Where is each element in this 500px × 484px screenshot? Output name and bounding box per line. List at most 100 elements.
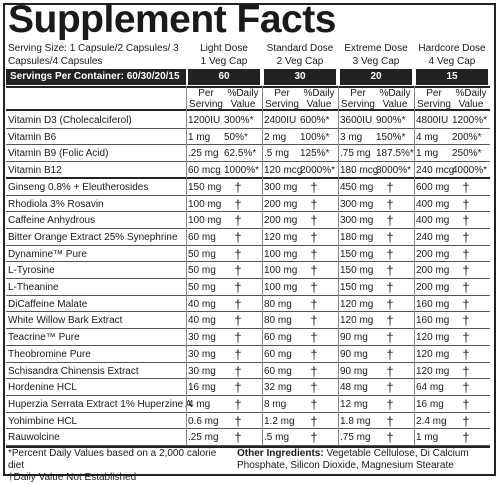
daily-value: 1000%* <box>224 165 260 177</box>
amount-per-serving: 90 mg <box>340 332 368 344</box>
dose-column-header: Standard Dose 2 Veg Cap <box>262 42 338 68</box>
ingredient-row: DiCaffeine Malate 40 mg † 80 mg † 120 mg † 160 … <box>6 295 490 315</box>
row-rule <box>6 411 490 413</box>
daily-value: 300%* <box>224 115 254 126</box>
row-rule <box>6 294 490 296</box>
dagger-mark: † <box>462 179 470 195</box>
servings-value: 20 <box>340 69 412 85</box>
amount-per-serving: 400 mg <box>416 198 450 210</box>
row-rule <box>6 144 490 146</box>
dagger-mark: † <box>234 330 242 346</box>
column-divider <box>414 86 415 445</box>
dagger-mark: † <box>310 179 318 195</box>
panel-title: Supplement Facts <box>8 0 336 41</box>
daily-value-header: %Daily Value <box>224 88 262 110</box>
dagger-mark: † <box>386 413 394 429</box>
ingredient-row: Vitamin B12 60 mcg 1000%* 120 mcg 2000%* 180 … <box>6 161 490 181</box>
daily-value: 100%* <box>300 131 330 143</box>
dose-name: Extreme Dose <box>344 43 408 54</box>
dose-column-header: Hardcore Dose 4 Veg Cap <box>414 42 490 68</box>
dagger-mark: † <box>310 430 318 446</box>
dagger-mark: † <box>462 296 470 312</box>
dagger-mark: † <box>462 346 470 362</box>
other-ingredients-label: Other Ingredients: <box>237 448 324 459</box>
dagger-mark: † <box>386 380 394 396</box>
amount-per-serving: 2400IU <box>264 115 297 126</box>
amount-per-serving: 3600IU <box>340 115 373 126</box>
amount-per-serving: 240 mcg <box>416 165 455 177</box>
pct-daily-label: %Daily <box>303 88 335 99</box>
amount-per-serving: 2 mg <box>264 131 287 143</box>
dagger-mark: † <box>310 263 318 279</box>
amount-per-serving: 4 mg <box>416 131 439 143</box>
dagger-mark: † <box>462 246 470 262</box>
amount-per-serving: 180 mcg <box>340 165 379 177</box>
amount-per-serving: 100 mg <box>264 282 298 293</box>
amount-per-serving: 150 mg <box>340 265 374 277</box>
dagger-mark: † <box>310 229 318 245</box>
dagger-mark: † <box>234 280 242 295</box>
dagger-mark: † <box>234 380 242 396</box>
row-rule <box>6 361 490 363</box>
amount-per-serving: 150 mg <box>188 181 222 193</box>
serving-size: Serving Size: 1 Capsule/2 Capsules/ 3 Ca… <box>8 43 179 67</box>
amount-per-serving: 50 mg <box>188 282 216 293</box>
ingredient-name: Vitamin B6 <box>8 131 57 143</box>
per-serving-header: Per Serving <box>340 88 376 110</box>
amount-per-serving: 1 mg <box>188 131 211 143</box>
amount-per-serving: 120 mcg <box>264 165 303 177</box>
dagger-mark: † <box>234 196 242 212</box>
ingredient-name: DiCaffeine Malate <box>8 298 88 310</box>
row-rule <box>6 278 490 279</box>
amount-per-serving: 16 mg <box>188 382 216 394</box>
per-serving-header: Per Serving <box>188 88 224 110</box>
dose-capsules: 3 Veg Cap <box>352 56 400 67</box>
dagger-mark: † <box>462 213 470 229</box>
dagger-mark: † <box>386 263 394 279</box>
dagger-mark: † <box>234 313 242 329</box>
amount-per-serving: .5 mg <box>264 432 290 444</box>
amount-per-serving: 12 mg <box>340 398 368 410</box>
amount-per-serving: 120 mg <box>416 332 450 344</box>
per-serving-header: Per Serving <box>264 88 300 110</box>
dagger-mark: † <box>234 263 242 279</box>
amount-per-serving: 160 mg <box>416 315 450 327</box>
ingredient-name: Vitamin D3 (Cholecalciferol) <box>8 115 132 126</box>
supplement-facts-panel <box>3 3 496 476</box>
amount-per-serving: 60 mcg <box>188 165 221 177</box>
amount-per-serving: 100 mg <box>264 265 298 277</box>
ingredient-name: L-Tyrosine <box>8 265 55 277</box>
amount-per-serving: 60 mg <box>264 365 292 377</box>
ingredient-row: Bitter Orange Extract 25% Synephrine 60 m… <box>6 228 490 248</box>
per-serving-header: Per Serving <box>416 88 452 110</box>
daily-value: 1200%* <box>452 115 488 126</box>
amount-per-serving: 4 mg <box>188 398 211 410</box>
serving-label: Serving <box>417 99 451 110</box>
row-rule <box>6 394 490 396</box>
daily-value: 125%* <box>300 148 330 160</box>
amount-per-serving: 400 mg <box>416 215 450 227</box>
amount-per-serving: 120 mg <box>264 231 298 243</box>
amount-per-serving: 120 mg <box>416 348 450 360</box>
row-rule <box>6 378 490 380</box>
dagger-mark: † <box>234 430 242 446</box>
amount-per-serving: 120 mg <box>340 298 374 310</box>
amount-per-serving: 1 mg <box>416 432 439 444</box>
dagger-mark: † <box>386 430 394 446</box>
daily-value: 62.5%* <box>224 148 257 160</box>
row-rule <box>6 127 490 129</box>
dose-capsules: 1 Veg Cap <box>200 56 248 67</box>
row-rule <box>6 194 490 196</box>
amount-per-serving: 200 mg <box>416 282 450 293</box>
ingredient-row: Vitamin B6 1 mg 50%* 2 mg 100%* 3 mg 150%* 4 mg… <box>6 128 490 148</box>
dagger-mark: † <box>234 396 242 412</box>
amount-per-serving: 300 mg <box>340 198 374 210</box>
amount-per-serving: 30 mg <box>188 348 216 360</box>
daily-value: 600%* <box>300 115 330 126</box>
dagger-mark: † <box>234 296 242 312</box>
amount-per-serving: 40 mg <box>188 298 216 310</box>
column-divider <box>262 86 263 445</box>
amount-per-serving: 80 mg <box>264 315 292 327</box>
amount-per-serving: 1.2 mg <box>264 415 295 427</box>
daily-value: 2000%* <box>300 165 336 177</box>
